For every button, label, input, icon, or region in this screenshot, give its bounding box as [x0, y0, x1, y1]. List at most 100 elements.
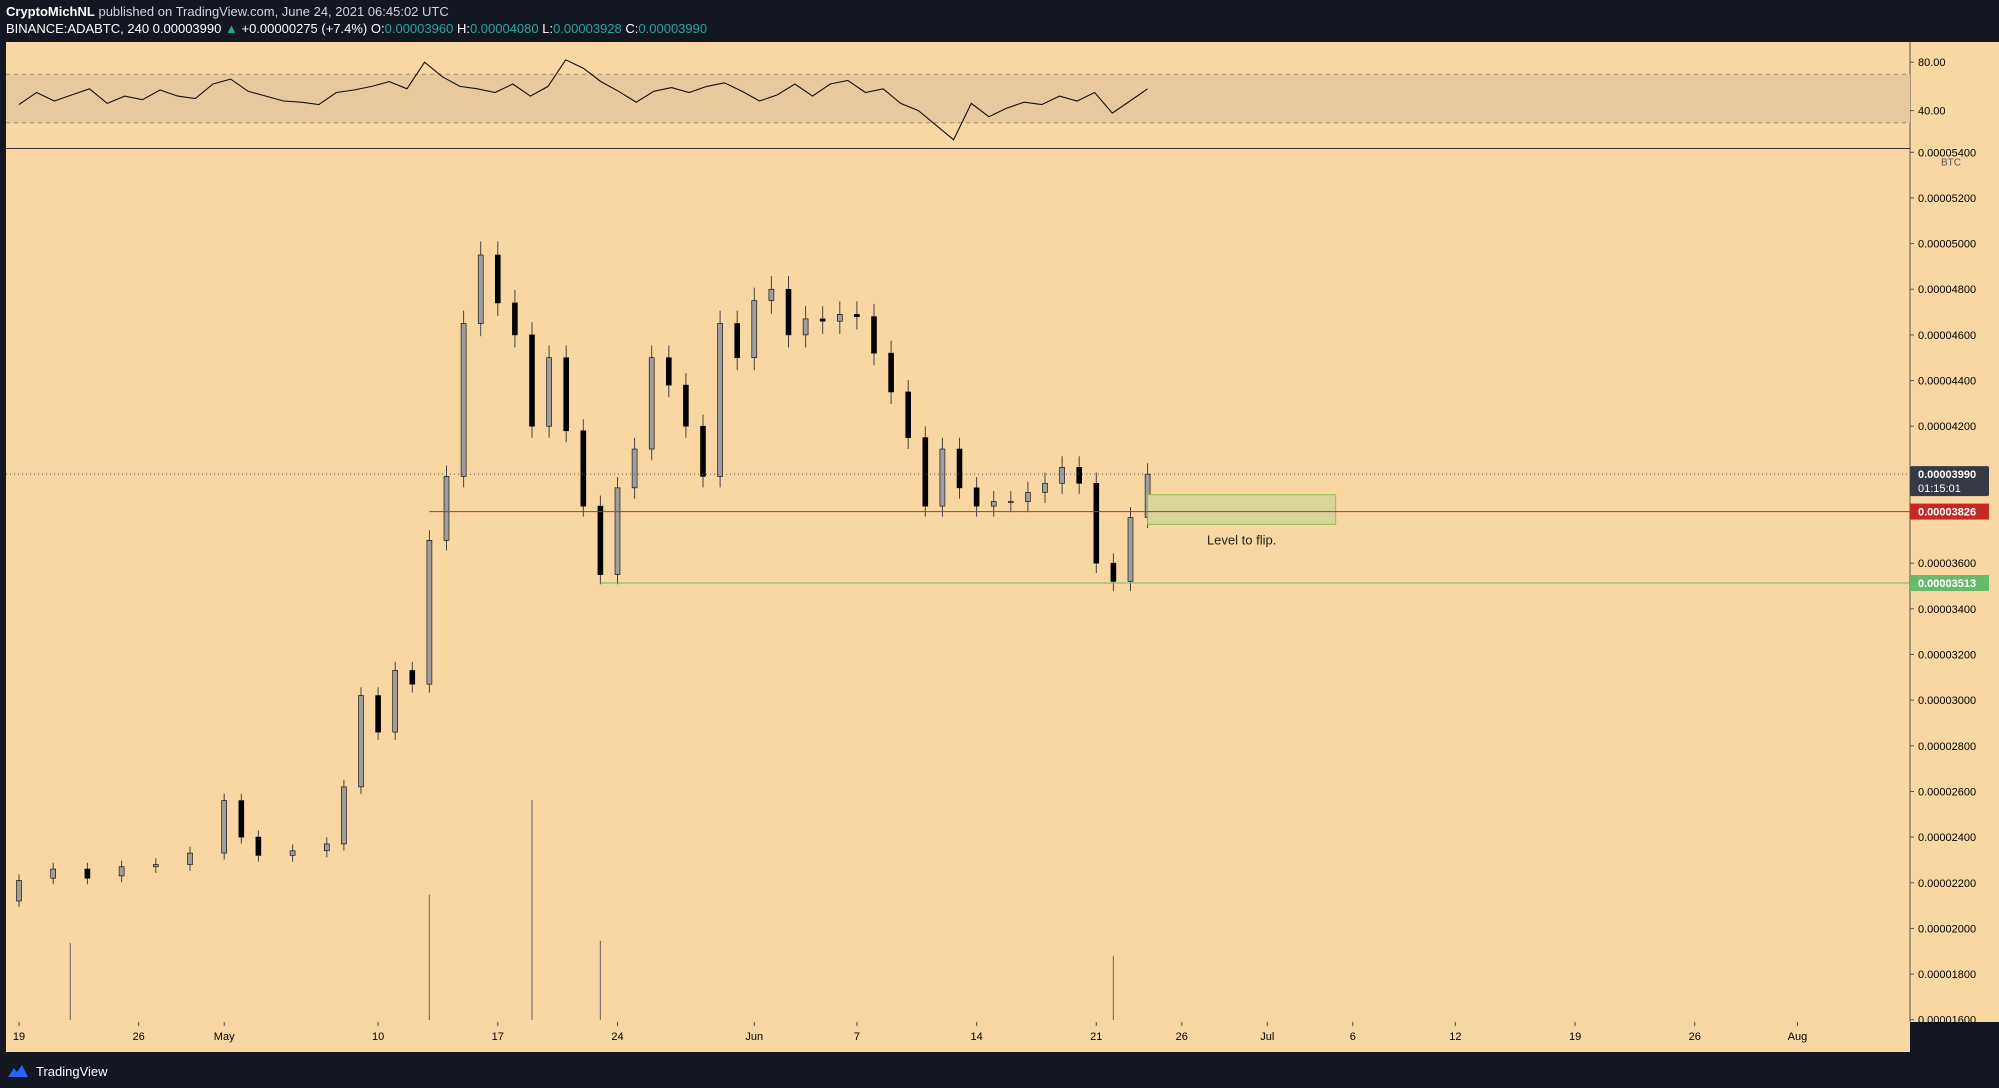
last-price: 0.00003990 — [152, 21, 222, 36]
candle-up — [614, 487, 621, 575]
rsi-line — [18, 59, 1148, 141]
y-tick-label: 0.00002800 — [1918, 741, 1976, 753]
level-price-label: 0.00003826 — [1918, 507, 1976, 519]
symbol-label[interactable]: BINANCE:ADABTC, 240 — [6, 21, 150, 36]
candle-up — [648, 357, 655, 450]
x-tick-label: 10 — [372, 1031, 384, 1043]
y-tick-label: 0.00002600 — [1918, 786, 1976, 798]
chart-footer: TradingView — [0, 1052, 1999, 1088]
rsi-band — [6, 74, 1910, 123]
y-tick-label: 0.00003400 — [1918, 604, 1976, 616]
x-tick-label: 26 — [133, 1031, 145, 1043]
y-tick-label: 0.00004800 — [1918, 284, 1976, 296]
x-tick-label: 26 — [1689, 1031, 1701, 1043]
candle-down — [255, 836, 262, 856]
author-name[interactable]: CryptoMichNL — [6, 4, 95, 19]
x-tick-label: 26 — [1176, 1031, 1188, 1043]
candle-down — [683, 384, 689, 427]
candle-up — [939, 448, 946, 507]
level-price-tag — [1910, 575, 1989, 592]
y-tick-label: 0.00005200 — [1918, 193, 1976, 205]
candle-up — [392, 670, 399, 733]
candle-down — [597, 505, 604, 575]
x-tick-label: 7 — [854, 1031, 860, 1043]
bar-countdown-label: 01:15:01 — [1918, 483, 1961, 495]
x-tick-label: 14 — [970, 1031, 982, 1043]
publish-line: CryptoMichNL published on TradingView.co… — [6, 4, 449, 19]
x-tick-label: 12 — [1449, 1031, 1461, 1043]
candle-down — [922, 437, 929, 507]
candle-up — [16, 880, 22, 902]
zone-annotation: Level to flip. — [1207, 532, 1276, 547]
candle-up — [751, 300, 758, 359]
open-label: O: — [370, 21, 385, 36]
candle-down — [785, 288, 792, 336]
high-value: 0.00004080 — [469, 21, 539, 36]
candle-down — [512, 302, 518, 336]
x-tick-label: 6 — [1350, 1031, 1356, 1043]
candle-down — [580, 430, 587, 507]
flip-zone — [1147, 494, 1337, 525]
chart-background — [6, 42, 1910, 1052]
candle-down — [494, 254, 501, 304]
candle-down — [529, 334, 535, 427]
candle-up — [802, 318, 809, 336]
price-axis-background — [1910, 42, 1999, 1022]
candle-up — [768, 288, 775, 301]
candle-up — [118, 866, 125, 877]
y-tick-label: 0.00002400 — [1918, 832, 1976, 844]
candle-up — [341, 786, 347, 845]
tradingview-logo[interactable]: TradingView — [6, 1061, 108, 1081]
candle-up — [426, 540, 433, 685]
x-tick-label: Aug — [1788, 1031, 1808, 1043]
candle-up — [717, 323, 723, 477]
candle-down — [700, 425, 706, 477]
change-arrow-icon: ▲ — [224, 21, 238, 36]
current-price-label: 0.00003990 — [1918, 469, 1976, 481]
chart-header: CryptoMichNL published on TradingView.co… — [0, 0, 1999, 42]
x-tick-label: 19 — [1569, 1031, 1581, 1043]
candle-down — [409, 670, 416, 685]
candle-down — [84, 868, 91, 879]
open-value: 0.00003960 — [384, 21, 454, 36]
candle-up — [1059, 466, 1065, 484]
y-tick-label: 0.00002200 — [1918, 878, 1976, 890]
low-value: 0.00003928 — [553, 21, 622, 36]
candle-down — [819, 318, 826, 322]
x-tick-label: Jun — [745, 1031, 763, 1043]
candle-down — [563, 357, 570, 432]
price-chart[interactable]: 80.00 40.00 0.00005400 0.00005200 0.00005000… — [0, 42, 1999, 1052]
candle-up — [460, 323, 467, 477]
candle-up — [990, 501, 997, 507]
y-tick-label: 0.00004600 — [1918, 330, 1976, 342]
candle-up — [50, 868, 57, 879]
axis-corner — [1910, 1022, 1999, 1052]
x-tick-label: 21 — [1090, 1031, 1102, 1043]
candle-down — [1110, 562, 1117, 582]
y-tick-label: 0.00001600 — [1918, 1015, 1976, 1027]
low-label: L: — [542, 21, 554, 36]
time-axis-panel — [6, 1022, 1910, 1052]
candle-down — [1076, 466, 1082, 484]
close-label: C: — [625, 21, 639, 36]
y-tick-label: 0.00004400 — [1918, 376, 1976, 388]
candle-down — [854, 314, 860, 317]
candle-down — [888, 352, 894, 393]
candle-up — [153, 864, 159, 868]
tradingview-logo-icon — [8, 1065, 28, 1077]
price-change: +0.00000275 (+7.4%) — [241, 21, 368, 36]
candle-up — [631, 448, 638, 489]
y-tick-label: 0.00003200 — [1918, 649, 1976, 661]
rsi-tick-label: 40.00 — [1918, 106, 1946, 118]
chart-area[interactable]: 80.00 40.00 0.00005400 0.00005200 0.00005000… — [0, 42, 1999, 1052]
candle-up — [221, 800, 227, 854]
candle-down — [734, 323, 741, 359]
candle-up — [1127, 517, 1134, 582]
level-price-tag — [1910, 503, 1989, 520]
close-value: 0.00003990 — [638, 21, 708, 36]
candle-up — [546, 357, 552, 427]
candle-down — [973, 487, 980, 507]
candle-up — [836, 314, 843, 322]
candle-down — [238, 800, 245, 838]
y-tick-label: 0.00005400 — [1918, 147, 1976, 159]
